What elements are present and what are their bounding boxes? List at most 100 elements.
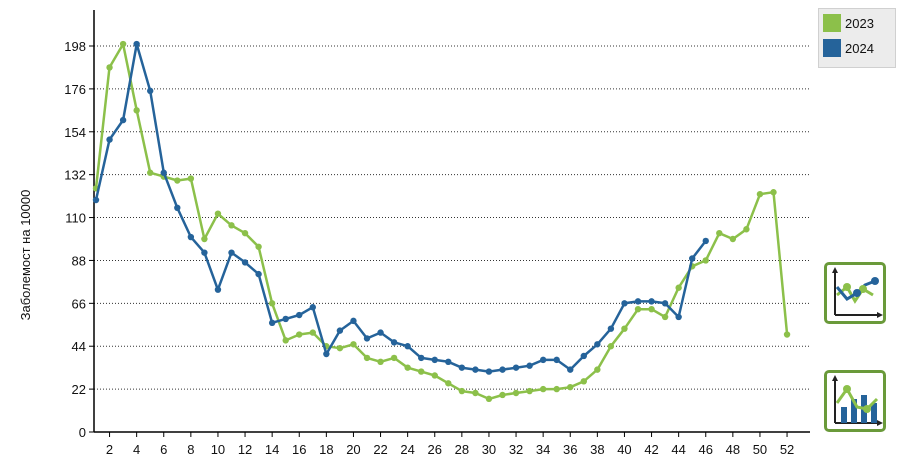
data-point-2024[interactable]: [106, 136, 113, 143]
data-point-2024[interactable]: [594, 341, 601, 348]
data-point-2023[interactable]: [783, 331, 791, 338]
data-point-2023[interactable]: [567, 383, 574, 391]
data-point-2023[interactable]: [770, 189, 777, 196]
data-point-2023[interactable]: [106, 64, 113, 71]
data-point-2023[interactable]: [526, 387, 533, 395]
data-point-2023[interactable]: [309, 329, 316, 336]
data-point-2024[interactable]: [241, 259, 249, 266]
data-point-2023[interactable]: [756, 190, 764, 198]
data-point-2024[interactable]: [567, 366, 574, 373]
data-point-2024[interactable]: [309, 304, 316, 311]
data-point-2024[interactable]: [445, 358, 452, 366]
data-point-2023[interactable]: [350, 341, 357, 348]
data-point-2024[interactable]: [282, 315, 289, 323]
data-point-2023[interactable]: [458, 387, 466, 395]
data-point-2024[interactable]: [228, 249, 235, 256]
data-point-2023[interactable]: [445, 380, 452, 387]
data-point-2024[interactable]: [702, 237, 709, 245]
data-point-2023[interactable]: [702, 257, 709, 264]
data-point-2024[interactable]: [363, 335, 371, 342]
data-point-2024[interactable]: [634, 298, 642, 305]
data-point-2024[interactable]: [512, 364, 520, 371]
data-point-2024[interactable]: [580, 352, 587, 360]
data-point-2023[interactable]: [743, 226, 750, 233]
data-point-2023[interactable]: [228, 222, 235, 229]
data-point-2024[interactable]: [539, 356, 547, 364]
data-point-2023[interactable]: [119, 40, 127, 48]
data-point-2024[interactable]: [296, 311, 303, 319]
data-point-2023[interactable]: [147, 169, 154, 176]
data-point-2024[interactable]: [214, 286, 222, 293]
data-point-2024[interactable]: [390, 339, 398, 346]
data-point-2023[interactable]: [390, 354, 398, 362]
legend-item-2023[interactable]: 2023: [823, 12, 891, 34]
data-point-2024[interactable]: [431, 356, 438, 364]
data-point-2023[interactable]: [404, 364, 411, 371]
data-point-2024[interactable]: [404, 343, 411, 350]
data-point-2023[interactable]: [648, 305, 655, 313]
data-point-2023[interactable]: [255, 243, 262, 250]
data-point-2023[interactable]: [133, 107, 140, 114]
data-point-2024[interactable]: [336, 327, 344, 334]
x-tick-label: 2: [106, 442, 113, 457]
data-point-2024[interactable]: [499, 366, 506, 373]
data-point-2023[interactable]: [729, 235, 737, 243]
data-point-2023[interactable]: [363, 354, 371, 362]
bar-line-chart-button[interactable]: [824, 370, 886, 432]
data-point-2024[interactable]: [621, 300, 628, 307]
data-point-2023[interactable]: [607, 343, 615, 350]
data-point-2023[interactable]: [268, 300, 276, 307]
data-point-2023[interactable]: [418, 368, 425, 375]
data-point-2024[interactable]: [689, 255, 696, 262]
data-point-2023[interactable]: [485, 395, 493, 403]
data-point-2023[interactable]: [174, 177, 181, 184]
data-point-2024[interactable]: [526, 362, 533, 369]
data-point-2023[interactable]: [594, 366, 601, 373]
data-point-2024[interactable]: [350, 317, 357, 325]
data-point-2024[interactable]: [133, 40, 140, 48]
data-point-2024[interactable]: [92, 196, 100, 204]
data-point-2024[interactable]: [418, 354, 425, 362]
data-point-2024[interactable]: [377, 329, 384, 336]
data-point-2023[interactable]: [661, 313, 669, 321]
data-point-2024[interactable]: [147, 87, 154, 95]
data-point-2024[interactable]: [119, 116, 127, 124]
legend-item-2024[interactable]: 2024: [823, 37, 891, 59]
data-point-2023[interactable]: [716, 229, 723, 237]
data-point-2023[interactable]: [675, 284, 682, 291]
data-point-2024[interactable]: [187, 233, 195, 241]
data-point-2023[interactable]: [553, 385, 560, 393]
data-point-2023[interactable]: [187, 175, 195, 182]
data-point-2023[interactable]: [282, 337, 289, 344]
data-point-2023[interactable]: [634, 305, 642, 313]
data-point-2024[interactable]: [174, 204, 181, 212]
data-point-2023[interactable]: [512, 389, 520, 397]
data-point-2023[interactable]: [296, 331, 303, 338]
data-point-2024[interactable]: [160, 169, 167, 176]
data-point-2024[interactable]: [323, 350, 330, 358]
data-point-2024[interactable]: [472, 366, 479, 373]
data-point-2024[interactable]: [661, 300, 669, 307]
x-tick-label: 50: [753, 442, 767, 457]
data-point-2023[interactable]: [499, 391, 506, 399]
data-point-2023[interactable]: [377, 358, 384, 366]
data-point-2023[interactable]: [580, 378, 587, 385]
data-point-2024[interactable]: [553, 356, 560, 364]
data-point-2023[interactable]: [472, 389, 479, 397]
data-point-2024[interactable]: [675, 313, 682, 321]
data-point-2024[interactable]: [268, 319, 276, 327]
data-point-2024[interactable]: [485, 368, 493, 375]
data-point-2023[interactable]: [201, 235, 208, 243]
data-point-2023[interactable]: [241, 229, 249, 237]
data-point-2024[interactable]: [201, 249, 208, 256]
data-point-2023[interactable]: [336, 344, 344, 352]
data-point-2023[interactable]: [621, 325, 628, 332]
data-point-2024[interactable]: [648, 298, 655, 305]
line-chart-button[interactable]: [824, 262, 886, 324]
data-point-2024[interactable]: [607, 325, 615, 332]
data-point-2023[interactable]: [539, 385, 547, 393]
data-point-2024[interactable]: [255, 270, 262, 278]
data-point-2023[interactable]: [214, 210, 222, 217]
data-point-2024[interactable]: [458, 364, 466, 371]
data-point-2023[interactable]: [431, 372, 438, 379]
